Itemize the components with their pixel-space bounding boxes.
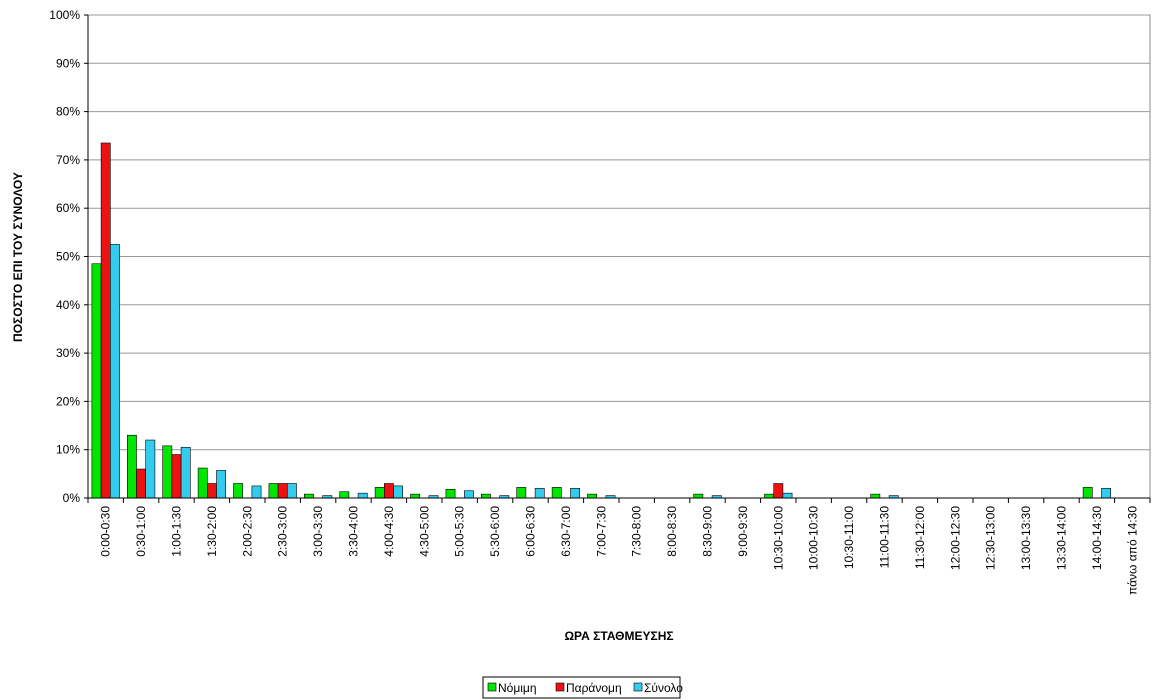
bar	[445, 489, 456, 499]
x-tick-label: πάνω από 14:30	[1125, 506, 1139, 595]
legend-swatch	[487, 682, 497, 692]
bar	[1101, 488, 1111, 499]
x-tick-label: 8:00-8:30	[665, 506, 679, 557]
bar	[197, 467, 208, 499]
x-tick-label: 2:00-2:30	[240, 506, 254, 557]
x-tick-label: 7:00-7:30	[594, 506, 608, 557]
bar	[145, 439, 156, 499]
x-tick-label: 13:00-13:30	[1019, 506, 1033, 570]
bar	[233, 483, 243, 499]
bar	[480, 493, 491, 499]
bar	[251, 485, 262, 499]
legend-label: Σύνολο	[644, 681, 683, 695]
bar	[383, 483, 394, 499]
bar	[374, 487, 385, 499]
y-tick-label: 30%	[56, 346, 80, 360]
x-tick-label: 2:30-3:00	[276, 506, 290, 557]
bar	[764, 493, 774, 499]
x-tick-label: 1:30-2:00	[205, 506, 219, 557]
bar	[570, 488, 580, 499]
bar	[171, 454, 182, 499]
legend-swatch	[555, 682, 565, 692]
bar	[303, 493, 314, 499]
x-tick-label: 10:30-11:00	[842, 506, 856, 569]
x-tick-label: 5:30-6:00	[488, 506, 502, 557]
bar	[587, 493, 597, 499]
legend-label: Παράνομη	[566, 681, 622, 695]
x-tick-label: 6:30-7:00	[559, 506, 573, 557]
x-tick-label: 11:00-11:30	[878, 506, 892, 569]
x-tick-label: 11:30-12:00	[913, 506, 927, 569]
bar	[551, 487, 562, 499]
bar	[286, 483, 297, 499]
bar	[100, 142, 111, 499]
bar	[870, 493, 881, 499]
legend-swatch	[633, 682, 643, 692]
x-tick-label: 6:00-6:30	[524, 506, 538, 557]
x-tick-label: 0:30-1:00	[134, 506, 148, 557]
y-tick-label: 10%	[56, 443, 80, 457]
legend-label: Νόμιμη	[498, 681, 537, 695]
y-tick-label: 70%	[56, 153, 80, 167]
bar	[277, 483, 288, 499]
bar	[357, 492, 368, 499]
x-tick-label: 3:00-3:30	[311, 506, 325, 557]
bar	[162, 445, 173, 499]
bar	[127, 434, 137, 499]
x-tick-label: 3:30-4:00	[347, 506, 361, 557]
bar	[534, 488, 545, 499]
y-tick-label: 0%	[63, 491, 81, 505]
x-tick-label: 13:30-14:00	[1055, 506, 1069, 570]
x-tick-label: 12:30-13:00	[984, 506, 998, 570]
bar	[91, 263, 102, 499]
x-tick-label: 12:00-12:30	[948, 506, 962, 570]
bar	[180, 446, 191, 499]
bar	[516, 487, 527, 499]
x-tick-label: 5:00-5:30	[453, 506, 467, 557]
x-tick-label: 0:00-0:30	[99, 506, 113, 557]
bar	[693, 493, 704, 499]
y-axis-label: ΠΟΣΟΣΤΟ ΕΠΙ ΤΟΥ ΣΥΝΟΛΟΥ	[11, 172, 25, 342]
x-tick-label: 9:00-9:30	[736, 506, 750, 557]
bar	[207, 483, 217, 499]
bar	[110, 244, 120, 499]
bar	[393, 485, 403, 499]
x-tick-label: 10:00-10:30	[807, 506, 821, 570]
bar	[136, 468, 146, 499]
x-tick-label: 14:00-14:30	[1090, 506, 1104, 570]
x-tick-label: 4:00-4:30	[382, 506, 396, 557]
bar	[1082, 487, 1093, 499]
y-tick-label: 100%	[49, 8, 80, 22]
x-axis-label: ΩΡΑ ΣΤΑΘΜΕΥΣΗΣ	[564, 629, 673, 643]
bar	[782, 492, 793, 499]
bar	[216, 470, 226, 499]
bar	[773, 483, 784, 499]
bar	[339, 491, 350, 499]
y-tick-label: 90%	[56, 56, 80, 70]
legend-box	[482, 676, 681, 699]
y-tick-label: 80%	[56, 105, 80, 119]
bar	[463, 490, 474, 499]
y-tick-label: 40%	[56, 298, 80, 312]
bar	[268, 483, 279, 499]
y-tick-label: 50%	[56, 250, 80, 264]
y-tick-label: 60%	[56, 201, 80, 215]
x-tick-label: 1:00-1:30	[170, 506, 184, 557]
x-tick-label: 10:30-10:00	[771, 506, 785, 570]
bar	[410, 493, 420, 499]
y-tick-label: 20%	[56, 394, 80, 408]
x-tick-label: 7:30-8:00	[630, 506, 644, 557]
x-tick-label: 4:30-5:00	[417, 506, 431, 557]
x-tick-label: 8:30-9:00	[701, 506, 715, 557]
